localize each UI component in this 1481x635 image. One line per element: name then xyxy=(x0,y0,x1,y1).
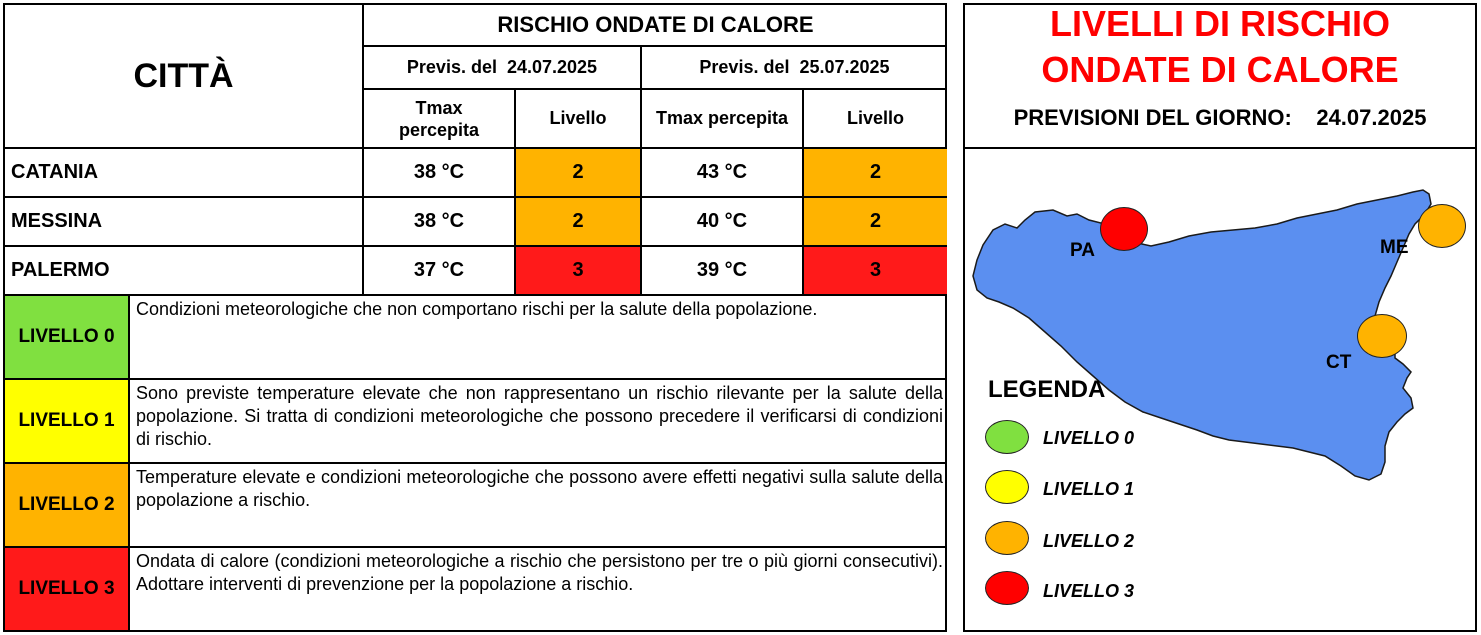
level-0-description: Condizioni meteorologiche che non compor… xyxy=(136,299,818,319)
level-1-header: Livello xyxy=(549,108,607,128)
table-row-level-1: 3 xyxy=(516,247,640,294)
forecast-2-date: 25.07.2025 xyxy=(799,57,890,77)
panel-title-line1: LIVELLI DI RISCHIO xyxy=(1049,3,1390,44)
table-row-tmax-2: 40 °C xyxy=(696,210,748,232)
main-header: RISCHIO ONDATE DI CALORE xyxy=(497,12,814,37)
legend-level-0-label: LIVELLO 0 xyxy=(1043,428,1135,448)
panel-subtitle-date: 24.07.2025 xyxy=(1316,105,1427,130)
legend-level-0-dot xyxy=(985,420,1029,454)
table-row-level-1: 2 xyxy=(516,198,640,245)
table-row-city: PALERMO xyxy=(11,259,110,281)
palermo-marker xyxy=(1100,207,1148,251)
forecast-2-header: Previs. del 25.07.2025 xyxy=(642,47,947,88)
table-row-level-2: 2 xyxy=(804,198,947,245)
heat-risk-table xyxy=(3,3,947,632)
map-panel xyxy=(963,3,1477,632)
panel-subtitle-label: PREVISIONI DEL GIORNO: xyxy=(1013,105,1292,130)
legend-title: LEGENDA xyxy=(988,376,1106,403)
level-3-swatch: LIVELLO 3 xyxy=(5,548,128,630)
table-row-tmax-1: 38 °C xyxy=(413,210,465,232)
panel-title-line2: ONDATE DI CALORE xyxy=(1041,49,1399,90)
table-row-tmax-2: 39 °C xyxy=(696,259,748,281)
table-grid xyxy=(3,3,947,632)
table-row-city: MESSINA xyxy=(11,210,103,232)
tmax-1-header: Tmax percepita xyxy=(364,90,514,147)
legend-level-2-dot xyxy=(985,521,1029,555)
forecast-1-date: 24.07.2025 xyxy=(506,57,598,77)
level-1-description: Sono previste temperature elevate che no… xyxy=(136,383,943,449)
catania-label: CT xyxy=(1326,352,1352,373)
panel-divider xyxy=(963,147,1477,149)
tmax-1-label-line2: percepita xyxy=(398,119,480,140)
table-row-city: CATANIA xyxy=(11,161,99,183)
messina-marker xyxy=(1418,204,1466,248)
level-2-swatch: LIVELLO 2 xyxy=(5,464,128,546)
level-0-swatch: LIVELLO 0 xyxy=(5,296,128,378)
legend-level-2-label: LIVELLO 2 xyxy=(1043,531,1135,551)
legend-level-3-label: LIVELLO 3 xyxy=(1043,581,1135,601)
forecast-1-header: Previs. del 24.07.2025 xyxy=(364,47,640,88)
forecast-1-label: Previs. del xyxy=(406,57,497,77)
legend-level-1-label: LIVELLO 1 xyxy=(1043,479,1135,499)
table-row-tmax-2: 43 °C xyxy=(696,161,748,183)
messina-label: ME xyxy=(1380,237,1409,258)
level-2-header: Livello xyxy=(846,108,904,128)
panel-subtitle: PREVISIONI DEL GIORNO: 24.07.2025 xyxy=(965,98,1475,138)
table-row-level-2: 3 xyxy=(804,247,947,294)
legend-level-1-dot xyxy=(985,470,1029,504)
level-3-description: Ondata di calore (condizioni meteorologi… xyxy=(136,551,943,594)
city-header: CITTÀ xyxy=(133,56,234,95)
catania-marker xyxy=(1357,314,1407,358)
tmax-2-header: Tmax percepita xyxy=(655,108,789,128)
level-1-swatch: LIVELLO 1 xyxy=(5,380,128,462)
legend-level-3-dot xyxy=(985,571,1029,605)
tmax-1-label-line1: Tmax xyxy=(415,97,463,118)
forecast-2-label: Previs. del xyxy=(699,57,790,77)
table-row-tmax-1: 38 °C xyxy=(413,161,465,183)
level-2-description: Temperature elevate e condizioni meteoro… xyxy=(136,467,943,510)
palermo-label: PA xyxy=(1070,240,1095,261)
table-row-level-2: 2 xyxy=(804,149,947,196)
table-row-tmax-1: 37 °C xyxy=(413,259,465,281)
table-row-level-1: 2 xyxy=(516,149,640,196)
